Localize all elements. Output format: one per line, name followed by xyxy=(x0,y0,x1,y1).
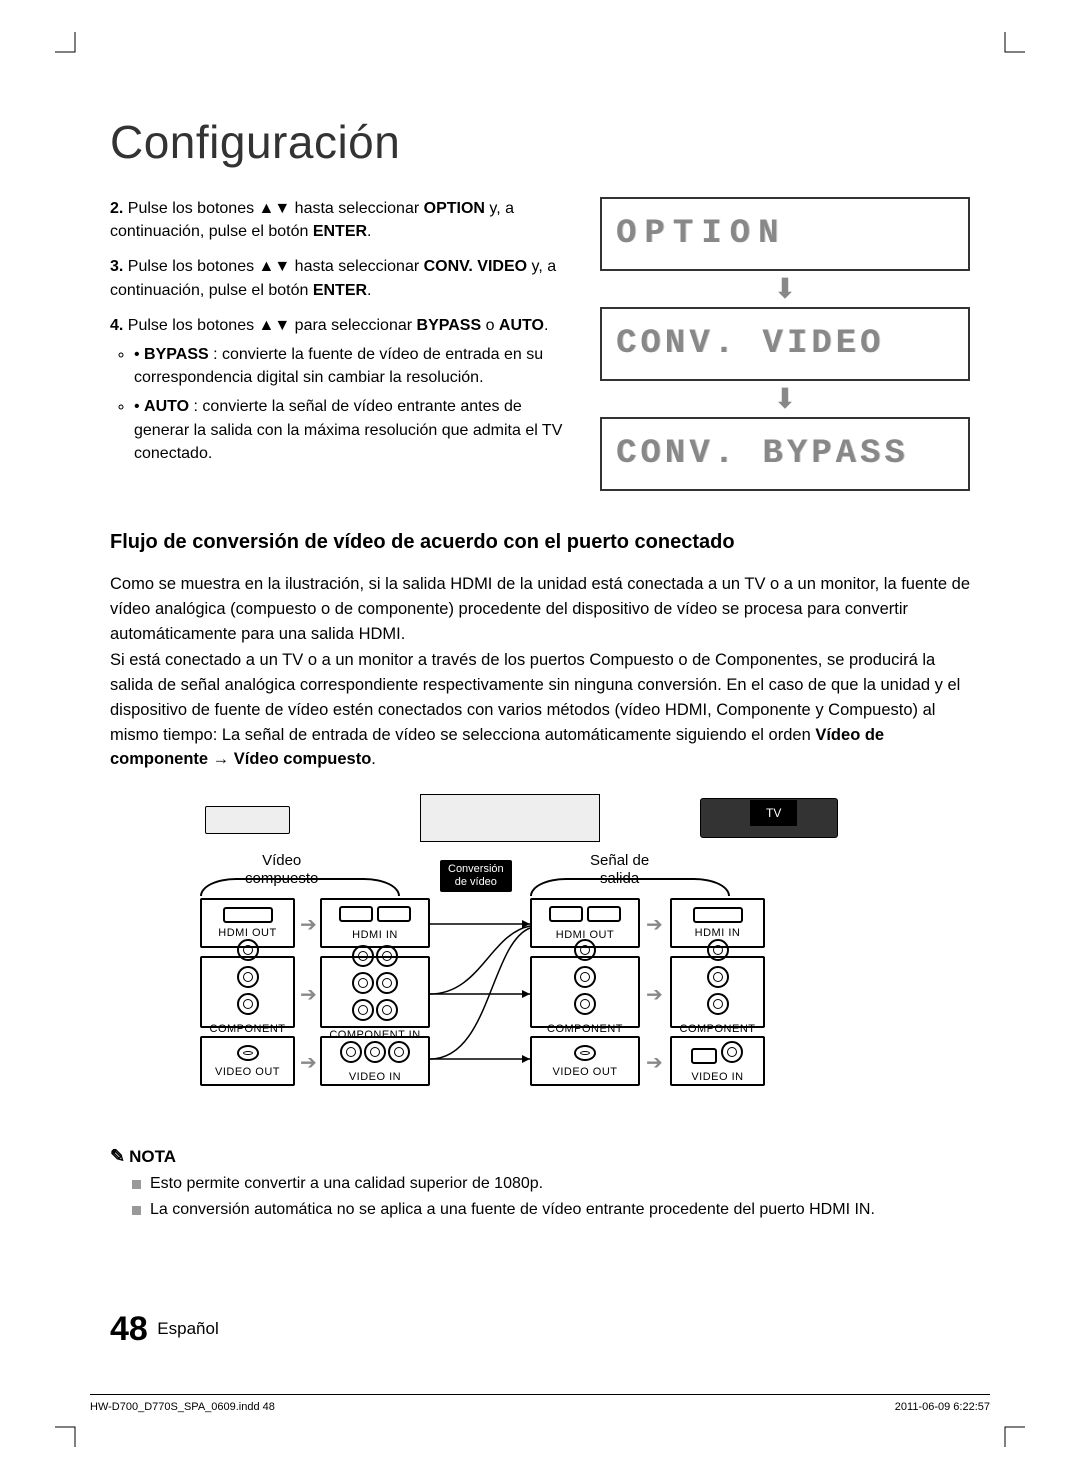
port-component-in-tv: COMPONENT IN xyxy=(670,956,765,1028)
port-video-out-amp: VIDEO OUT xyxy=(530,1036,640,1086)
port-component-in-amp: COMPONENT IN xyxy=(320,956,430,1028)
page-title: Configuración xyxy=(110,115,970,169)
lcd-stack: OPTION ⬇ CONV. VIDEO ⬇ CONV. BYPASS xyxy=(600,197,970,491)
port-video-out-src: VIDEO OUT xyxy=(200,1036,295,1086)
step-4-bypass: • BYPASS : convierte la fuente de vídeo … xyxy=(134,343,570,389)
conversion-diagram: TV Vídeocompuesto Señal desalida Convers… xyxy=(110,794,970,1124)
lcd-conv-bypass: CONV. BYPASS xyxy=(600,417,970,491)
note-section: ✎NOTA Esto permite convertir a una calid… xyxy=(110,1146,970,1222)
page-footer: 48 Español xyxy=(110,1310,219,1349)
port-video-in-amp: VIDEO IN xyxy=(320,1036,430,1086)
down-arrow-icon: ⬇ xyxy=(600,271,970,307)
step-3: 3. Pulse los botones ▲▼ hasta selecciona… xyxy=(110,255,570,301)
port-component-out-amp: COMPONENT OUT xyxy=(530,956,640,1028)
steps-list: 2. Pulse los botones ▲▼ hasta selecciona… xyxy=(110,197,570,477)
print-metadata: HW-D700_D770S_SPA_0609.indd 48 2011-06-0… xyxy=(90,1394,990,1413)
port-video-in-tv: VIDEO IN xyxy=(670,1036,765,1086)
body-text: Como se muestra en la ilustración, si la… xyxy=(110,572,970,772)
note-item-1: Esto permite convertir a una calidad sup… xyxy=(132,1173,970,1195)
lcd-conv-video: CONV. VIDEO xyxy=(600,307,970,381)
conversion-badge: Conversiónde vídeo xyxy=(440,860,512,892)
section-heading: Flujo de conversión de vídeo de acuerdo … xyxy=(110,531,970,554)
tv-badge: TV xyxy=(750,800,797,826)
port-component-out-src: COMPONENT OUT xyxy=(200,956,295,1028)
port-hdmi-in-amp: HDMI IN xyxy=(320,898,430,948)
down-arrow-icon: ⬇ xyxy=(600,381,970,417)
step-4: 4. Pulse los botones ▲▼ para seleccionar… xyxy=(110,314,570,465)
lcd-option: OPTION xyxy=(600,197,970,271)
note-item-2: La conversión automática no se aplica a … xyxy=(132,1199,970,1221)
step-2: 2. Pulse los botones ▲▼ hasta selecciona… xyxy=(110,197,570,243)
note-icon: ✎ xyxy=(110,1146,125,1166)
step-4-auto: • AUTO : convierte la señal de vídeo ent… xyxy=(134,395,570,465)
